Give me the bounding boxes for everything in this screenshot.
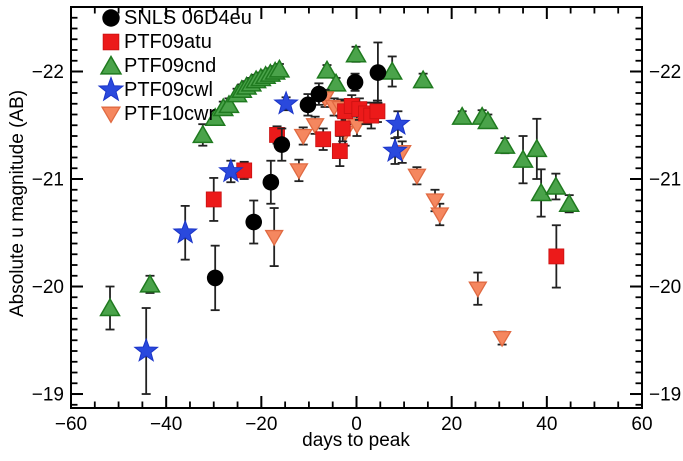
y-tick-label-right: −21 bbox=[649, 170, 681, 191]
data-point-ptf09cwl bbox=[218, 158, 244, 183]
data-point-ptf09cwl bbox=[385, 110, 411, 136]
data-point-ptf09cnd bbox=[526, 138, 548, 158]
y-tick-label-right: −19 bbox=[649, 385, 681, 406]
legend-label-ptf09atu: PTF09atu bbox=[124, 31, 212, 53]
data-point-snls-06d4eu bbox=[346, 73, 364, 91]
data-point-snls-06d4eu bbox=[245, 213, 263, 231]
data-point-ptf10cwr bbox=[305, 118, 325, 135]
data-point-ptf09cnd bbox=[218, 94, 240, 114]
data-point-ptf09cnd bbox=[512, 149, 534, 168]
data-point-ptf10cwr bbox=[293, 128, 313, 146]
data-point-ptf09cnd bbox=[558, 193, 580, 212]
x-tick-label: 0 bbox=[351, 414, 362, 435]
data-point-snls-06d4eu bbox=[369, 64, 387, 81]
data-point-ptf09cwl bbox=[382, 137, 408, 162]
data-point-ptf10cwr bbox=[289, 163, 309, 180]
legend-label-ptf09cwl: PTF09cwl bbox=[124, 79, 213, 101]
data-point-ptf09cnd bbox=[204, 107, 226, 126]
legend-marker-triangle-down bbox=[100, 106, 122, 124]
y-tick-label-right: −22 bbox=[649, 62, 681, 83]
data-point-ptf10cwr bbox=[468, 281, 488, 298]
y-tick-label-right: −20 bbox=[649, 277, 681, 298]
data-point-ptf10cwr bbox=[264, 229, 284, 247]
data-point-ptf10cwr bbox=[407, 168, 427, 186]
data-point-snls-06d4eu bbox=[310, 85, 328, 103]
legend-marker-triangle-up bbox=[99, 55, 123, 75]
data-point-ptf10cwr bbox=[425, 193, 445, 210]
legend-label-snls06d4eu: SNLS 06D4eu bbox=[124, 7, 252, 29]
legend-label-ptf09cnd: PTF09cnd bbox=[124, 55, 217, 77]
data-point-ptf09cwl bbox=[273, 90, 299, 115]
data-point-ptf09cnd bbox=[268, 58, 291, 78]
legend-label-ptf10cwr: PTF10cwr bbox=[124, 103, 216, 125]
x-tick-label: 20 bbox=[441, 414, 462, 435]
data-point-ptf09cnd bbox=[494, 135, 516, 154]
data-point-ptf09cnd bbox=[545, 176, 567, 195]
x-tick-label: −40 bbox=[150, 414, 182, 435]
data-point-snls-06d4eu bbox=[206, 269, 224, 287]
data-point-ptf09cnd bbox=[325, 72, 347, 92]
x-tick-label: 40 bbox=[536, 414, 557, 435]
x-tick-label: 60 bbox=[631, 414, 652, 435]
data-point-ptf09cnd bbox=[381, 61, 403, 80]
x-tick-label: −20 bbox=[245, 414, 277, 435]
y-axis-label: Absolute u magnitude (AB) bbox=[7, 89, 28, 317]
y-tick-label: −20 bbox=[32, 277, 64, 298]
data-point-ptf09cwl bbox=[133, 337, 159, 362]
data-point-ptf09cnd bbox=[451, 106, 473, 125]
data-point-snls-06d4eu bbox=[262, 173, 280, 191]
legend-marker-star bbox=[97, 75, 125, 102]
data-point-ptf10cwr bbox=[430, 207, 450, 224]
data-point-ptf09atu bbox=[205, 191, 222, 208]
data-point-ptf09atu bbox=[369, 103, 386, 120]
x-tick-label: −60 bbox=[55, 414, 87, 435]
data-point-ptf09cnd bbox=[477, 110, 499, 130]
y-tick-label: −22 bbox=[32, 62, 64, 83]
data-point-ptf09cwl bbox=[172, 219, 198, 244]
y-tick-label: −21 bbox=[32, 170, 64, 191]
data-point-ptf09atu bbox=[315, 131, 332, 148]
legend-marker-square bbox=[102, 33, 120, 51]
data-point-ptf10cwr bbox=[347, 118, 367, 135]
data-point-ptf09cnd bbox=[412, 69, 434, 89]
data-point-ptf09cnd bbox=[192, 124, 214, 144]
data-point-ptf09cnd bbox=[99, 297, 121, 317]
data-point-ptf09cnd bbox=[316, 59, 338, 79]
data-point-ptf09cnd bbox=[345, 43, 367, 63]
y-tick-label: −19 bbox=[32, 385, 64, 406]
x-axis-label: days to peak bbox=[302, 430, 410, 451]
legend: SNLS 06D4eu PTF09atu PTF09cnd PTF09cwl P… bbox=[124, 6, 252, 126]
data-point-ptf10cwr bbox=[492, 330, 512, 348]
data-point-ptf09cnd bbox=[530, 182, 552, 202]
data-point-snls-06d4eu bbox=[273, 136, 291, 153]
legend-marker-circle bbox=[102, 9, 120, 27]
data-point-ptf09atu bbox=[331, 143, 348, 159]
data-point-ptf09atu bbox=[334, 120, 351, 137]
data-point-snls-06d4eu bbox=[299, 96, 317, 114]
data-point-ptf09cnd bbox=[139, 273, 161, 293]
data-point-ptf09atu bbox=[548, 248, 565, 265]
